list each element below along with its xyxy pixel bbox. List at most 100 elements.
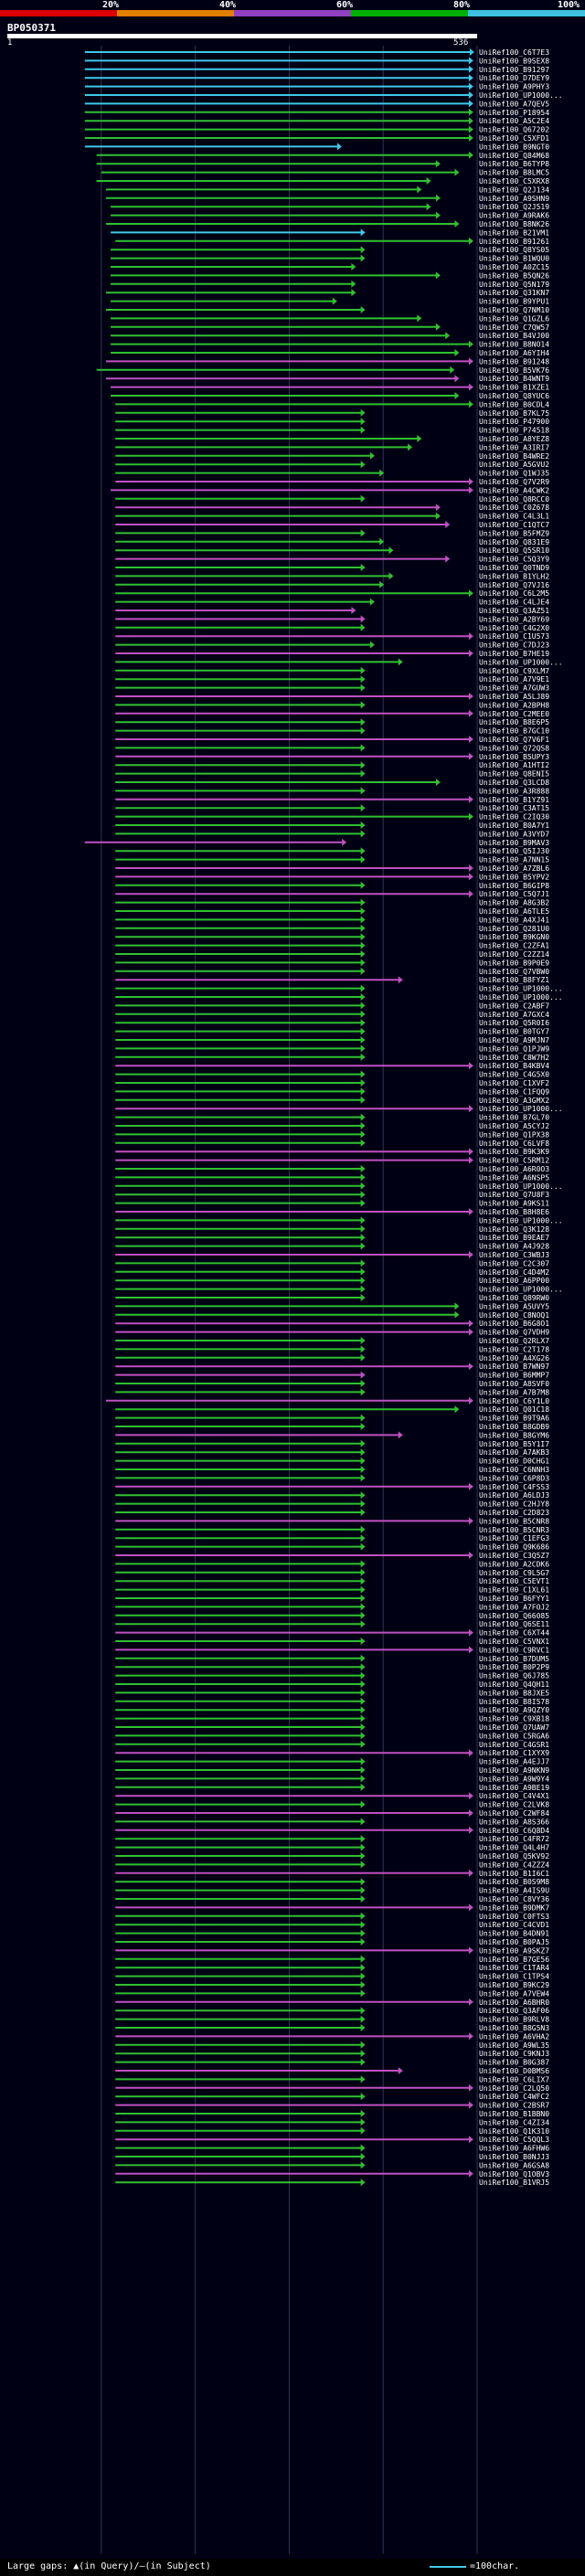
hit-row[interactable]: UniRef100_B0P2P9 [115,1663,549,1671]
hit-row[interactable]: UniRef100_Q7NM10 [105,306,549,314]
hit-row[interactable]: UniRef100_Q5KV92 [115,1852,549,1860]
hit-label[interactable]: UniRef100_A7GUW3 [479,684,549,693]
hit-label[interactable]: UniRef100_A6TLE5 [479,907,549,916]
hit-label[interactable]: UniRef100_B9KC29 [479,1981,549,1989]
hit-row[interactable]: UniRef100_C1EFG3 [115,1534,549,1542]
hit-label[interactable]: UniRef100_Q831E9 [479,538,549,546]
hit-label[interactable]: UniRef100_UP1000... [479,1286,563,1294]
hit-label[interactable]: UniRef100_B8GDB9 [479,1423,549,1431]
hit-label[interactable]: UniRef100_D0CHG1 [479,1458,549,1466]
hit-row[interactable]: UniRef100_Q281U0 [115,924,549,933]
hit-row[interactable]: UniRef100_Q1GZL6 [111,314,549,323]
hit-label[interactable]: UniRef100_A2CDK6 [479,1560,549,1568]
hit-label[interactable]: UniRef100_A4XG26 [479,1354,549,1362]
hit-row[interactable]: UniRef100_B9KC29 [115,1981,549,1989]
hit-row[interactable]: UniRef100_C5XRX8 [96,177,550,186]
hit-row[interactable]: UniRef100_A7NN15 [115,855,549,864]
hit-row[interactable]: UniRef100_C4ZI34 [115,2118,549,2126]
hit-row[interactable]: UniRef100_B5CNR3 [115,1525,549,1534]
hit-label[interactable]: UniRef100_A5GVU2 [479,461,549,469]
hit-row[interactable]: UniRef100_C2HJY8 [115,1500,549,1509]
hit-row[interactable]: UniRef100_Q8RCC0 [115,494,549,504]
hit-row[interactable]: UniRef100_C2D823 [115,1509,549,1517]
hit-row[interactable]: UniRef100_A5GVU2 [115,461,549,469]
hit-row[interactable]: UniRef100_B5QN26 [111,271,549,280]
hit-row[interactable]: UniRef100_B91261 [115,237,549,246]
hit-label[interactable]: UniRef100_B7HE19 [479,650,549,658]
hit-label[interactable]: UniRef100_B9YPU1 [479,298,549,306]
hit-row[interactable]: UniRef100_A9PHY3 [84,82,549,91]
hit-label[interactable]: UniRef100_Q8RCC0 [479,495,549,504]
hit-row[interactable]: UniRef100_P18954 [84,108,549,117]
hit-label[interactable]: UniRef100_B4WRE2 [479,452,549,461]
hit-label[interactable]: UniRef100_C1TPS4 [479,1973,549,1981]
hit-label[interactable]: UniRef100_Q72QS8 [479,744,549,752]
hit-row[interactable]: UniRef100_A0ZC15 [111,263,549,271]
hit-row[interactable]: UniRef100_C4LJE4 [115,598,549,607]
hit-row[interactable]: UniRef100_C5XFD1 [84,134,549,143]
hit-row[interactable]: UniRef100_B7GL70 [115,1113,549,1122]
hit-label[interactable]: UniRef100_Q5IJ30 [479,847,549,855]
hit-row[interactable]: UniRef100_B1XZE1 [111,383,549,392]
hit-row[interactable]: UniRef100_C8NOQ1 [115,1310,549,1320]
hit-label[interactable]: UniRef100_C4LJE4 [479,599,549,607]
hit-label[interactable]: UniRef100_C4FSS3 [479,1483,549,1491]
hit-row[interactable]: UniRef100_C2WF84 [115,1809,549,1818]
hit-row[interactable]: UniRef100_C7DJ23 [115,641,549,650]
hit-row[interactable]: UniRef100_C4WFC2 [115,2093,549,2101]
hit-label[interactable]: UniRef100_Q67202 [479,126,549,134]
hit-row[interactable]: UniRef100_Q2J519 [111,203,549,211]
hit-label[interactable]: UniRef100_P74518 [479,427,549,435]
hit-row[interactable]: UniRef100_A9SKZ7 [115,1946,549,1955]
hit-row[interactable]: UniRef100_A6PP00 [115,1277,549,1285]
hit-row[interactable]: UniRef100_C2LQ50 [115,2083,549,2093]
hit-label[interactable]: UniRef100_B6GIP8 [479,882,549,890]
hit-label[interactable]: UniRef100_A7VEW4 [479,1989,549,1998]
hit-row[interactable]: UniRef100_Q831E9 [115,537,549,546]
hit-label[interactable]: UniRef100_A9WL35 [479,2041,549,2050]
hit-label[interactable]: UniRef100_Q89RW0 [479,1294,549,1302]
hit-row[interactable]: UniRef100_C3AT15 [115,804,549,812]
hit-label[interactable]: UniRef100_Q6SE11 [479,1620,549,1628]
hit-row[interactable]: UniRef100_Q4QH11 [115,1680,549,1689]
hit-label[interactable]: UniRef100_B8LMC5 [479,169,549,177]
hit-label[interactable]: UniRef100_B8G5N3 [479,2024,549,2032]
hit-row[interactable]: UniRef100_C4FSS3 [115,1482,549,1491]
hit-row[interactable]: UniRef100_A8YEZ8 [115,435,549,443]
hit-row[interactable]: UniRef100_A9W9Y4 [115,1775,549,1783]
hit-row[interactable]: UniRef100_A4CWK2 [111,486,549,494]
hit-label[interactable]: UniRef100_C2MEE0 [479,710,549,718]
hit-label[interactable]: UniRef100_C4GSR1 [479,1741,549,1749]
hit-row[interactable]: UniRef100_UP1000... [84,91,563,100]
hit-label[interactable]: UniRef100_C6Y1L0 [479,1397,549,1405]
hit-row[interactable]: UniRef100_Q84M68 [96,151,550,160]
hit-label[interactable]: UniRef100_B7GL70 [479,1114,549,1122]
hit-label[interactable]: UniRef100_Q4QH11 [479,1680,549,1689]
hit-row[interactable]: UniRef100_C6NNH3 [115,1466,549,1474]
hit-row[interactable]: UniRef100_Q7VBW0 [115,967,549,976]
hit-label[interactable]: UniRef100_C6Q8D4 [479,1827,549,1835]
hit-row[interactable]: UniRef100_Q4L4H7 [115,1843,549,1852]
hit-label[interactable]: UniRef100_Q2J519 [479,203,549,211]
hit-row[interactable]: UniRef100_B0PAJ5 [115,1938,549,1946]
hit-label[interactable]: UniRef100_Q5R0I6 [479,1019,549,1027]
hit-row[interactable]: UniRef100_Q1PJW9 [115,1044,549,1053]
hit-row[interactable]: UniRef100_B6G8O1 [115,1320,549,1328]
hit-label[interactable]: UniRef100_Q7VBW0 [479,968,549,976]
hit-row[interactable]: UniRef100_B7GC10 [115,726,549,736]
hit-label[interactable]: UniRef100_C5XFD1 [479,134,549,143]
hit-row[interactable]: UniRef100_B9YPU1 [111,297,549,306]
hit-row[interactable]: UniRef100_C4D4M2 [115,1267,549,1277]
hit-row[interactable]: UniRef100_C9XB18 [115,1714,549,1723]
hit-label[interactable]: UniRef100_B9SEX8 [479,57,549,65]
hit-row[interactable]: UniRef100_A9BE19 [115,1783,549,1792]
hit-row[interactable]: UniRef100_C2BSR7 [115,2101,549,2110]
hit-label[interactable]: UniRef100_A8G3B2 [479,899,549,907]
hit-label[interactable]: UniRef100_A7B7M8 [479,1388,549,1396]
hit-row[interactable]: UniRef100_A9SHN9 [105,194,549,203]
hit-label[interactable]: UniRef100_Q1K310 [479,2127,549,2136]
hit-label[interactable]: UniRef100_Q66085 [479,1612,549,1620]
hit-label[interactable]: UniRef100_B91261 [479,238,549,246]
hit-label[interactable]: UniRef100_C5RM12 [479,1157,549,1165]
hit-label[interactable]: UniRef100_C6NNH3 [479,1466,549,1474]
